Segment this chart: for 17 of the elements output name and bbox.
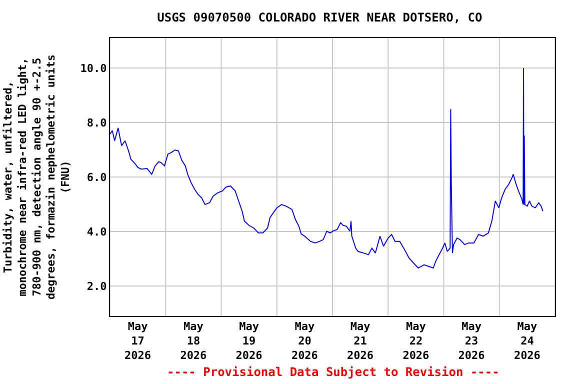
y-tick-label: 6.0 [86,170,107,184]
text: ---- Provisional Data Subject to Revision ---- [167,365,500,379]
x-tick-label: May 20 2026 [291,320,318,362]
x-tick-label: May 23 2026 [458,320,486,362]
x-tick-label: May 17 2026 [124,320,152,362]
y-tick-label: 4.0 [86,225,107,238]
y-tick-label: 10.0 [80,62,107,75]
x-tick-label: May 21 2026 [347,320,374,362]
y-tick-label: 2.0 [86,280,107,293]
x-tick-label: May 19 2026 [236,320,263,362]
x-tick-label: May 24 2026 [514,320,541,362]
x-tick-label: May 18 2026 [180,320,208,362]
y-tick-label: 8.0 [86,116,107,130]
chart-title: USGS 09070500 COLORADO RIVER NEAR DOTSERO, CO [157,10,482,24]
y-axis-title: Turbidity, water, unfiltered, monochrome near infra-red LED light, 780-900 nm, detection angle 90 +-2.5 degrees, formazin nephelometric units (FNU) [2,54,72,300]
x-tick-label: May 22 2026 [402,320,430,362]
line-series [110,67,544,269]
